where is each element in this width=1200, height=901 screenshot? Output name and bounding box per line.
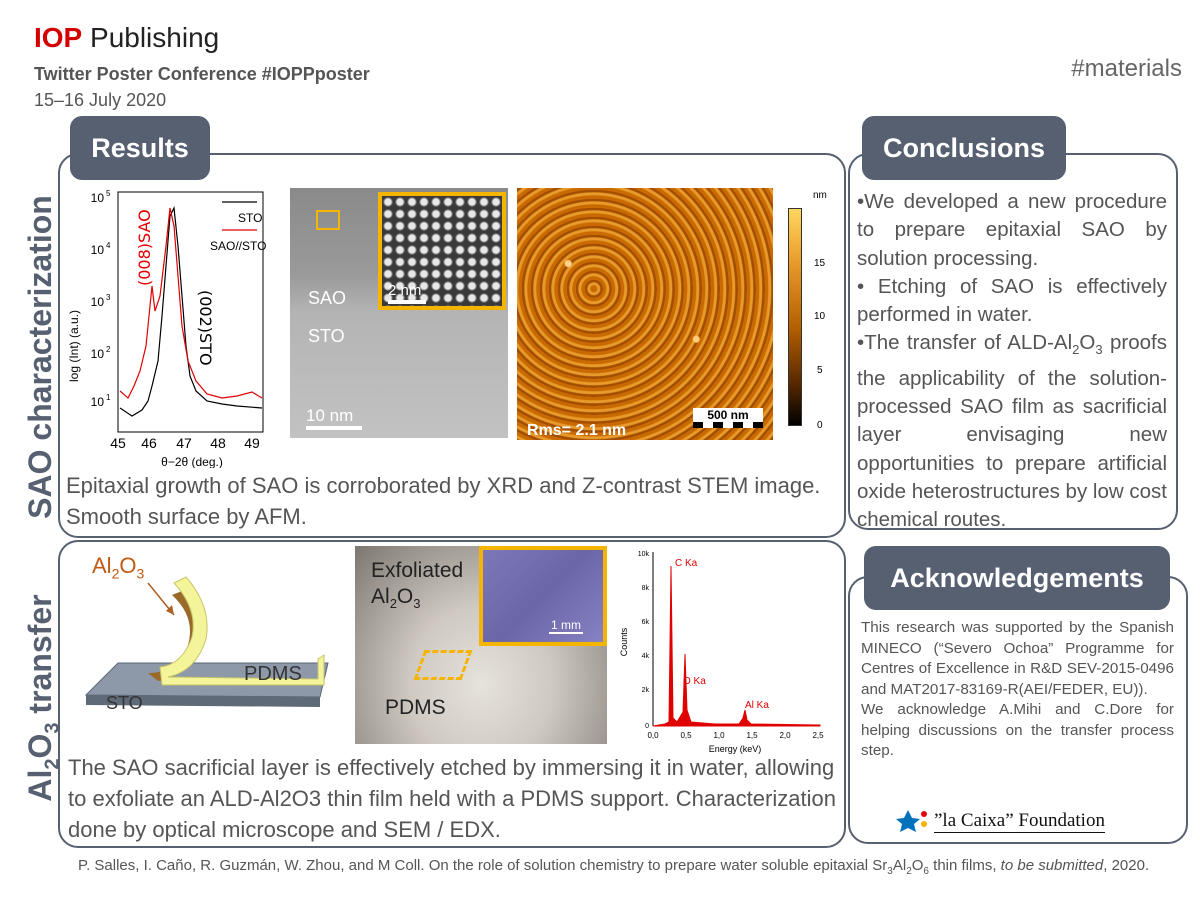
afm-colorbar-tick: 10	[814, 311, 826, 322]
edx-ytick: 8k	[642, 585, 650, 592]
xrd-ytick-exp: 1	[106, 393, 111, 402]
conference-title: Twitter Poster Conference #IOPPposter	[34, 64, 370, 84]
schematic-svg	[84, 576, 329, 707]
exfoliation-photo: Exfoliated Al2O3 PDMS 1 mm	[355, 546, 607, 744]
xrd-legend-sao: SAO//STO	[210, 239, 266, 253]
photo-label-exfoliated: Exfoliated Al2O3	[371, 559, 464, 612]
stem-label-sto: STO	[308, 326, 345, 346]
edx-ytick: 4k	[642, 653, 650, 660]
acknowledgements-text: This research was supported by the Spani…	[861, 619, 1174, 759]
transfer-schematic: Al2O3 PDMS STO	[78, 545, 338, 725]
la-caixa-logo: ”la Caixa” Foundation	[896, 808, 1105, 834]
hashtag: #materials	[1071, 55, 1182, 82]
xrd-ytick-exp: 4	[106, 241, 111, 250]
results-tab: Results	[70, 116, 210, 180]
schematic-label-pdms: PDMS	[244, 663, 302, 685]
xrd-axes	[117, 191, 264, 433]
edx-peak-c: C Ka	[675, 558, 698, 569]
star-icon	[896, 810, 927, 832]
edx-xtick: 0,0	[647, 731, 659, 740]
xrd-peak-sao: (008)SAO	[135, 209, 154, 286]
edx-peak-al: Al Ka	[745, 700, 769, 711]
conclusions-text: •We developed a new procedure to prepare…	[857, 188, 1167, 535]
edx-plot: Counts 10k 8k 6k 4k 2k 0 0,0 0,5 1,0 1,5…	[615, 546, 837, 756]
xrd-ytick-exp: 2	[106, 345, 111, 354]
sto-substrate-front	[86, 695, 320, 707]
edx-ylabel: Counts	[619, 627, 629, 656]
xrd-xtick: 49	[244, 435, 260, 451]
optical-micrograph: 1 mm	[479, 546, 607, 646]
conclusion-point-3: •The transfer of ALD-Al2O3 proofs the ap…	[857, 331, 1167, 532]
afm-image: Rms= 2.1 nm 500 nm	[517, 188, 773, 440]
al2o3-arrowhead	[166, 605, 174, 615]
conclusion-point-2: • Etching of SAO is effectively performe…	[857, 274, 1167, 327]
la-caixa-text: ”la Caixa” Foundation	[934, 809, 1105, 833]
conclusions-tab: Conclusions	[862, 116, 1066, 180]
side-label-transfer: Al2O3 transfer	[22, 594, 64, 802]
xrd-svg: log (Int) (a.u.) 10 5 10 4 10 3 10 2 10 1 45 …	[67, 189, 266, 469]
xrd-ytick: 10	[91, 295, 105, 309]
edx-svg: Counts 10k 8k 6k 4k 2k 0 0,0 0,5 1,0 1,5…	[619, 551, 824, 754]
edx-ytick: 2k	[642, 687, 650, 694]
edx-peak-o: O Ka	[683, 676, 706, 687]
xrd-ytick-exp: 5	[106, 189, 111, 198]
photo-label-pdms: PDMS	[385, 696, 446, 719]
photo-film-marker	[413, 650, 473, 680]
xrd-curve-sto	[119, 205, 263, 417]
edx-ytick: 10k	[638, 551, 650, 558]
afm-colorbar	[788, 208, 802, 426]
edx-ytick: 0	[645, 723, 649, 730]
results-caption: Epitaxial growth of SAO is corroborated …	[66, 473, 821, 529]
edx-ytick: 6k	[642, 619, 650, 626]
stem-scale-bar: 10 nm	[306, 406, 362, 430]
xrd-ytick-exp: 3	[106, 293, 111, 302]
conclusions-panel	[848, 153, 1178, 530]
xrd-ytick: 10	[91, 243, 105, 257]
iop-publishing-logo: IOP Publishing	[34, 22, 220, 53]
acknowledgements-panel	[848, 576, 1188, 844]
afm-scale-bar: 500 nm	[693, 408, 763, 428]
stem-roi-box	[316, 210, 340, 230]
stem-image: 2 nm SAO STO 10 nm	[290, 188, 508, 438]
edx-xtick: 0,5	[680, 731, 692, 740]
xrd-ytick: 10	[91, 191, 105, 205]
edx-xtick: 2,0	[779, 731, 791, 740]
edx-xtick: 1,0	[713, 731, 725, 740]
afm-colorbar-tick: 0	[817, 420, 823, 431]
conference-dates: 15–16 July 2020	[34, 90, 167, 110]
transfer-caption: The SAO sacrificial layer is effectively…	[68, 755, 836, 842]
xrd-xlabel: θ−2θ (deg.)	[161, 455, 223, 468]
xrd-plot: log (Int) (a.u.) 10 5 10 4 10 3 10 2 10 1 45 …	[62, 186, 282, 469]
afm-colorbar-unit: nm	[813, 190, 827, 201]
reference: P. Salles, I. Caño, R. Guzmán, W. Zhou, …	[78, 857, 1150, 877]
xrd-xtick: 47	[176, 435, 192, 451]
micrograph-scale: 1 mm	[549, 618, 583, 634]
afm-colorbar-tick: 15	[814, 258, 826, 269]
xrd-xtick: 45	[110, 435, 126, 451]
stem-label-sao: SAO	[308, 288, 347, 308]
xrd-peak-sto: (002)STO	[196, 290, 215, 366]
afm-colorbar-tick: 5	[817, 365, 823, 376]
conclusion-point-1: •We developed a new procedure to prepare…	[857, 190, 1167, 270]
xrd-xtick: 48	[210, 435, 226, 451]
edx-xtick: 1,5	[746, 731, 758, 740]
edx-xtick: 2,5	[812, 731, 824, 740]
afm-rms-label: Rms= 2.1 nm	[527, 422, 627, 439]
xrd-ytick: 10	[91, 395, 105, 409]
xrd-ytick: 10	[91, 347, 105, 361]
xrd-legend-sto: STO	[238, 211, 262, 225]
xrd-curve-sao	[119, 207, 263, 399]
acknowledgements-tab: Acknowledgements	[864, 546, 1170, 610]
edx-spectrum	[652, 565, 821, 727]
stem-inset-scale: 2 nm	[388, 282, 426, 304]
edx-xlabel: Energy (keV)	[709, 744, 762, 754]
xrd-xtick: 46	[141, 435, 157, 451]
side-label-sao: SAO characterization	[22, 195, 58, 519]
schematic-label-al2o3: Al2O3	[92, 553, 145, 582]
pdms-layer	[159, 576, 325, 686]
schematic-label-sto: STO	[106, 693, 143, 713]
stem-inset: 2 nm	[378, 192, 506, 310]
xrd-ylabel: log (Int) (a.u.)	[67, 310, 81, 382]
